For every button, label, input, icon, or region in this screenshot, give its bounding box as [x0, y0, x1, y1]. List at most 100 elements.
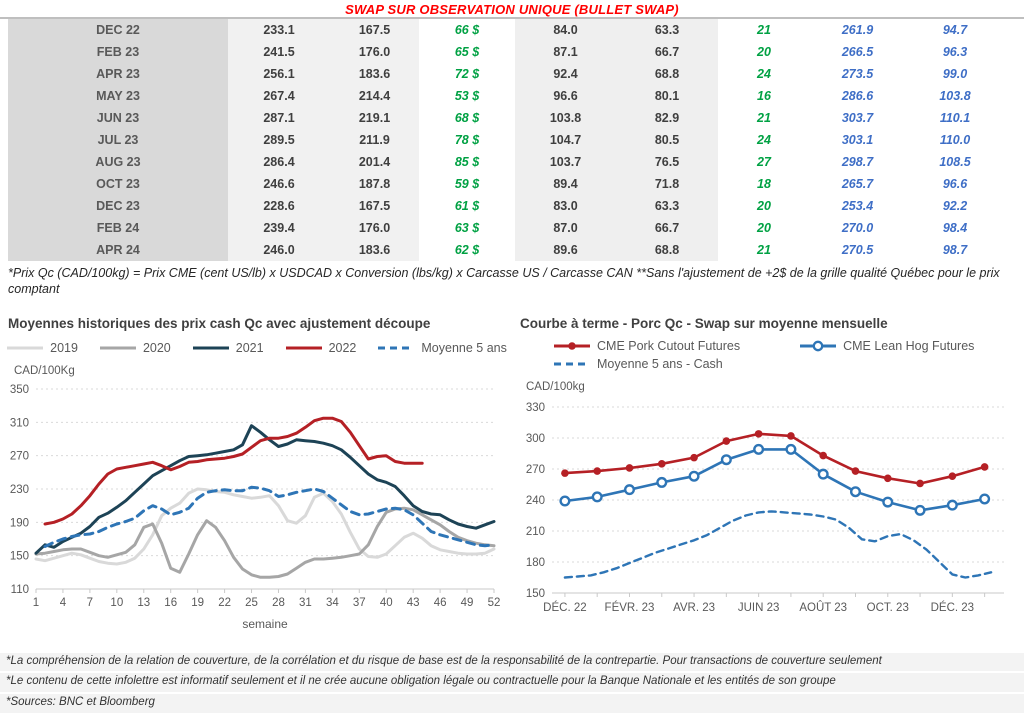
- right-y-axis-unit: CAD/100kg: [526, 380, 585, 393]
- svg-text:270: 270: [10, 450, 29, 462]
- table-row: JUL 23 289.5 211.9 78 $104.7 80.5 24 303.1 110.…: [8, 129, 1024, 151]
- table-month-cell: MAY 23: [8, 85, 228, 107]
- table-value-cell: 98.4: [905, 217, 1005, 239]
- swap-price-table: DEC 22 233.1 167.5 66 $84.0 63.3 21 261.9 94.7 F…: [0, 17, 1024, 261]
- svg-text:DÉC. 23: DÉC. 23: [931, 601, 974, 614]
- svg-text:40: 40: [380, 597, 393, 609]
- sources-line: *Sources: BNC et Bloomberg: [0, 694, 1024, 713]
- svg-text:16: 16: [164, 597, 177, 609]
- table-value-cell: 265.7: [810, 173, 905, 195]
- table-value-cell: 78 $: [419, 129, 515, 151]
- svg-text:310: 310: [10, 417, 29, 429]
- table-value-cell: 85 $: [419, 151, 515, 173]
- table-value-cell: 83.0: [515, 195, 616, 217]
- data-point-marker: [561, 468, 569, 477]
- svg-text:240: 240: [526, 495, 545, 507]
- svg-text:43: 43: [407, 597, 420, 609]
- right-chart-title: Courbe à terme - Porc Qc - Swap sur moye…: [520, 315, 888, 331]
- forward-curve-chart-panel: Courbe à terme - Porc Qc - Swap sur moye…: [512, 306, 1024, 631]
- table-value-cell: 110.1: [905, 107, 1005, 129]
- right-chart-legend-row1: CME Pork Cutout Futures CME Lean Hog Futu…: [552, 339, 1024, 353]
- svg-text:330: 330: [526, 402, 545, 414]
- legend-label: Moyenne 5 ans: [421, 340, 507, 355]
- charts-row: Moyennes historiques des prix cash Qc av…: [0, 306, 1024, 631]
- table-value-cell: 16: [718, 85, 810, 107]
- table-value-cell: 289.5: [228, 129, 330, 151]
- table-month-cell: APR 23: [8, 63, 228, 85]
- svg-text:31: 31: [299, 597, 312, 609]
- table-value-cell: 176.0: [330, 217, 419, 239]
- table-row: FEB 24 239.4 176.0 63 $87.0 66.7 20 270.0 98.4: [8, 217, 1024, 239]
- table-row: AUG 23 286.4 201.4 85 $103.7 76.5 27 298.7 108.…: [8, 151, 1024, 173]
- table-row: DEC 22 233.1 167.5 66 $84.0 63.3 21 261.9 94.7: [8, 19, 1024, 41]
- table-value-cell: 68.8: [616, 63, 718, 85]
- table-value-cell: 20: [718, 217, 810, 239]
- legend-label: 2022: [328, 340, 357, 355]
- legend-label: 2021: [235, 340, 264, 355]
- left-chart-legend: 2019 2020 2021 2022 Moyenne 5 ans: [0, 341, 512, 355]
- data-point-marker: [787, 431, 795, 440]
- table-value-cell: 72 $: [419, 63, 515, 85]
- table-value-cell: 303.7: [810, 107, 905, 129]
- table-value-cell: 53 $: [419, 85, 515, 107]
- table-value-cell: 80.1: [616, 85, 718, 107]
- series-line-moyenne-5-ans: [43, 485, 496, 548]
- table-value-cell: 270.0: [810, 217, 905, 239]
- svg-text:46: 46: [434, 597, 447, 609]
- table-value-cell: 286.4: [228, 151, 330, 173]
- svg-text:210: 210: [526, 526, 545, 538]
- data-point-marker: [559, 495, 571, 507]
- svg-text:49: 49: [461, 597, 474, 609]
- table-month-cell: FEB 24: [8, 217, 228, 239]
- table-row: APR 24 246.0 183.6 62 $89.6 68.8 21 270.5 98.7: [8, 239, 1024, 261]
- table-value-cell: 63 $: [419, 217, 515, 239]
- data-point-marker: [625, 463, 634, 472]
- page-title: SWAP SUR OBSERVATION UNIQUE (BULLET SWAP…: [345, 2, 679, 17]
- data-point-marker: [690, 453, 698, 461]
- disclaimer-line: *Le contenu de cette infolettre est info…: [0, 673, 1024, 693]
- historical-cash-chart: 110 150 190 230 270 310 350 1 4 7 10 13 16 19 22 25 28 31…: [10, 384, 501, 631]
- table-value-cell: 286.6: [810, 85, 905, 107]
- series-line-2019: [34, 487, 496, 565]
- table-value-cell: 21: [718, 107, 810, 129]
- table-month-cell: DEC 22: [8, 19, 228, 41]
- left-y-axis-unit: CAD/100Kg: [14, 364, 75, 377]
- line-swatch-icon: [192, 346, 229, 349]
- svg-text:FÉVR. 23: FÉVR. 23: [605, 601, 655, 614]
- table-value-cell: 66.7: [616, 41, 718, 63]
- table-month-cell: JUN 23: [8, 107, 228, 129]
- line-swatch-icon: [99, 346, 136, 349]
- table-value-cell: 167.5: [330, 19, 419, 41]
- table-month-cell: FEB 23: [8, 41, 228, 63]
- table-value-cell: 201.4: [330, 151, 419, 173]
- table-month-cell: DEC 23: [8, 195, 228, 217]
- table-value-cell: 76.5: [616, 151, 718, 173]
- table-value-cell: 303.1: [810, 129, 905, 151]
- table-row: JUN 23 287.1 219.1 68 $103.8 82.9 21 303.7 110.…: [8, 107, 1024, 129]
- data-point-marker: [688, 470, 700, 482]
- svg-text:180: 180: [526, 557, 545, 569]
- legend-item: 2019: [5, 341, 78, 355]
- table-value-cell: 103.8: [905, 85, 1005, 107]
- svg-text:4: 4: [60, 597, 67, 609]
- svg-text:OCT. 23: OCT. 23: [867, 602, 909, 614]
- table-footnote: *Prix Qc (CAD/100kg) = Prix CME (cent US…: [8, 266, 1000, 297]
- svg-text:19: 19: [191, 597, 204, 609]
- table-value-cell: 21: [718, 239, 810, 261]
- svg-text:AVR. 23: AVR. 23: [673, 602, 715, 614]
- table-value-cell: 273.5: [810, 63, 905, 85]
- table-value-cell: 110.0: [905, 129, 1005, 151]
- table-month-cell: APR 24: [8, 239, 228, 261]
- data-point-marker: [754, 429, 763, 438]
- table-value-cell: 24: [718, 129, 810, 151]
- table-month-cell: AUG 23: [8, 151, 228, 173]
- legend-label: 2019: [50, 340, 78, 355]
- svg-text:110: 110: [11, 584, 29, 596]
- table-value-cell: 20: [718, 41, 810, 63]
- table-value-cell: 103.8: [515, 107, 616, 129]
- data-point-marker: [946, 499, 958, 511]
- data-point-marker: [623, 483, 635, 495]
- table-row: OCT 23 246.6 187.8 59 $89.4 71.8 18 265.7 96.6: [8, 173, 1024, 195]
- series-line-2022: [43, 416, 424, 525]
- left-chart-title: Moyennes historiques des prix cash Qc av…: [8, 315, 431, 331]
